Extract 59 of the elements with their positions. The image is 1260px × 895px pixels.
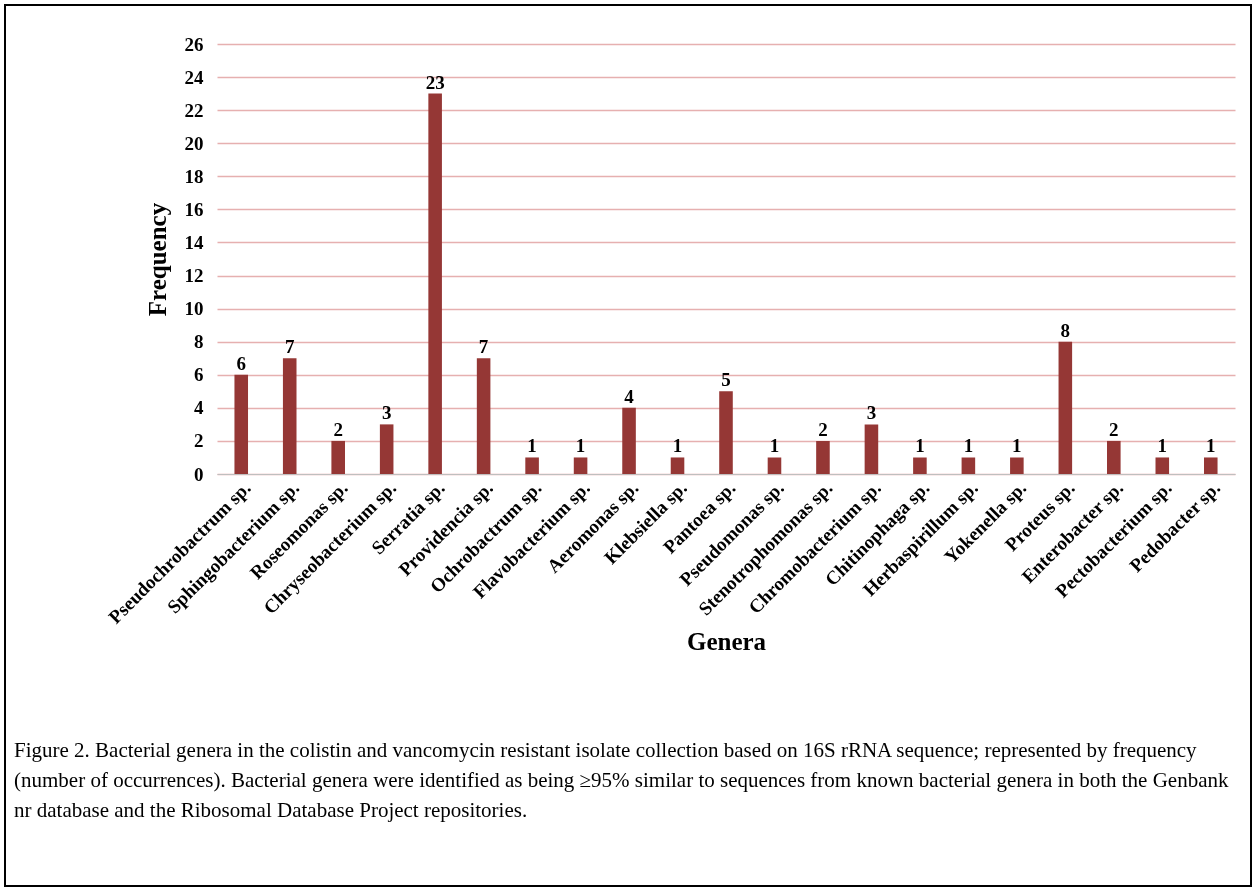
bar (719, 391, 733, 474)
data-label: 7 (284, 336, 295, 358)
y-tick-label: 0 (194, 463, 204, 485)
data-label: 1 (1157, 435, 1168, 457)
bar (1203, 457, 1218, 474)
y-tick-label: 24 (184, 66, 204, 88)
bar (816, 440, 830, 474)
bar (234, 374, 249, 474)
data-label: 1 (672, 435, 683, 457)
data-label: 5 (721, 369, 731, 391)
data-label: 3 (866, 402, 877, 424)
bar (282, 358, 297, 474)
bar (331, 440, 345, 474)
bar (913, 457, 927, 474)
data-label: 6 (236, 352, 246, 374)
bar (428, 93, 442, 474)
y-axis-title: Frequency (143, 202, 171, 317)
data-label: 1 (575, 435, 586, 457)
y-tick-label: 16 (184, 198, 204, 220)
bar (573, 457, 588, 474)
y-tick-label: 14 (184, 231, 204, 253)
bar (622, 407, 636, 474)
data-label: 1 (915, 435, 925, 457)
bar (525, 457, 539, 474)
bar (767, 457, 782, 474)
data-label: 1 (769, 435, 780, 457)
bar (1155, 457, 1170, 474)
y-tick-label: 18 (184, 165, 204, 187)
data-label: 7 (478, 336, 489, 358)
data-label: 1 (1206, 435, 1216, 457)
bar (476, 358, 491, 474)
y-tick-label: 22 (184, 99, 204, 121)
y-tick-label: 6 (194, 364, 204, 386)
bar (961, 457, 976, 474)
data-label: 1 (527, 435, 537, 457)
data-label: 4 (624, 385, 635, 407)
bar (379, 424, 394, 474)
bar (1107, 440, 1121, 474)
y-tick-label: 26 (184, 33, 204, 55)
y-tick-label: 20 (184, 132, 204, 154)
y-tick-label: 2 (194, 430, 204, 452)
data-label: 2 (1109, 418, 1119, 440)
data-label: 2 (818, 418, 828, 440)
caption: Figure 2. Bacterial genera in the colistin and vancomycin resistant isolate collection based on 16S rRNA sequence; represented by frequency (number of occurrences). Bacterial genera were identified as being ≥95% similar to sequences from known bacterial genera in both the Genbank nr database and the Ribosomal Database Project repositories. (14, 737, 1230, 824)
y-tick-label: 10 (184, 298, 204, 320)
data-label: 1 (963, 435, 974, 457)
y-tick-label: 4 (194, 397, 204, 419)
bar (1058, 341, 1073, 474)
data-label: 8 (1060, 319, 1071, 341)
y-tick-label: 12 (184, 265, 204, 287)
data-label: 3 (381, 402, 392, 424)
bar (864, 424, 879, 474)
bar (670, 457, 685, 474)
y-tick-label: 8 (194, 331, 204, 353)
data-label: 23 (425, 71, 445, 93)
data-label: 2 (333, 418, 343, 440)
bar (1010, 457, 1024, 474)
x-axis-title: Genera (686, 627, 767, 655)
data-label: 1 (1012, 435, 1022, 457)
